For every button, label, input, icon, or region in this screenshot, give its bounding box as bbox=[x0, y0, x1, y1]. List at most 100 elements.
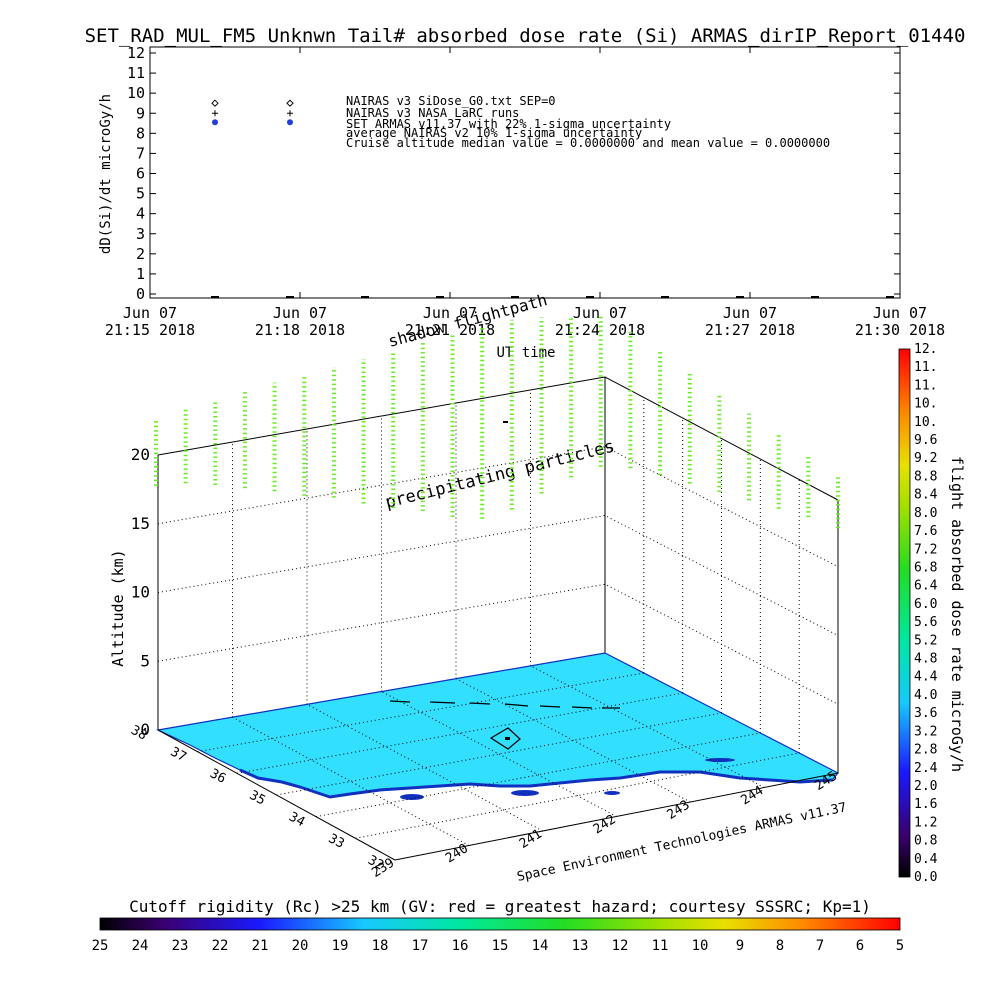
floor-grid-line bbox=[355, 752, 800, 839]
dose-colorbar-tick-label: 7.6 bbox=[914, 524, 937, 539]
dose-colorbar-tick-label: 12. bbox=[914, 342, 937, 357]
dose-y-axis-label: dD(Si)/dt microGy/h bbox=[98, 94, 114, 254]
dose-colorbar: 0.0 0.4 0.8 1.2 1.6 2.0 2.4 2.8 3.2 3.6 4.0 4.4 4.8 5… bbox=[898, 342, 966, 885]
chart-title: SET_RAD_MUL_FM5 Unknwn Tail# absorbed do… bbox=[85, 25, 966, 47]
dose-colorbar-tick-label: 4.8 bbox=[914, 652, 937, 667]
nairas-sidose-point bbox=[286, 99, 294, 107]
cutoff-rigidity-tick-label: 14 bbox=[532, 938, 549, 954]
latitude-tick-label: 32 bbox=[365, 853, 386, 874]
cutoff-rigidity-tick-label: 23 bbox=[172, 938, 189, 954]
wall-grid-line bbox=[157, 446, 839, 568]
dose-traces bbox=[154, 315, 840, 529]
dose-y-tick-label: 8 bbox=[136, 124, 145, 142]
time-x-tick-day: Jun 07 bbox=[123, 304, 177, 322]
dose-colorbar-tick-label: 0.0 bbox=[914, 870, 937, 885]
floor-grid-line bbox=[381, 691, 617, 817]
coast-islands bbox=[400, 758, 735, 800]
dose-colorbar-tick-label: 6.8 bbox=[914, 560, 937, 575]
dose-y-tick-label: 5 bbox=[136, 185, 145, 203]
cutoff-rigidity-tick-label: 25 bbox=[92, 938, 109, 954]
dose-colorbar-tick-label: 11. bbox=[914, 360, 937, 375]
nairas-larc-point bbox=[212, 110, 218, 117]
cutoff-rigidity-tick-label: 20 bbox=[292, 938, 309, 954]
cutoff-rigidity-colorbar: Cutoff rigidity (Rc) >25 km (GV: red = g… bbox=[92, 897, 905, 954]
cutoff-rigidity-tick-label: 24 bbox=[132, 938, 149, 954]
altitude-tick-label: 10 bbox=[131, 583, 150, 602]
wall-grid-line bbox=[157, 514, 839, 636]
altitude-tick-label: 20 bbox=[131, 445, 150, 464]
dose-colorbar-tick-label: 4.0 bbox=[914, 688, 937, 703]
latitude-ticks: 38 37 36 35 34 33 32 bbox=[128, 723, 386, 874]
latitude-tick-label: 38 bbox=[128, 723, 149, 744]
dose-colorbar-tick-label: 2.8 bbox=[914, 743, 937, 758]
cutoff-rigidity-tick-label: 19 bbox=[332, 938, 349, 954]
nairas-sidose-point bbox=[211, 99, 219, 107]
coastline bbox=[239, 768, 833, 799]
floor-grid-line bbox=[315, 732, 761, 818]
dose-y-tick-label: 4 bbox=[136, 205, 145, 223]
dose-y-tick-label: 1 bbox=[136, 265, 145, 283]
dose-y-tick-label: 12 bbox=[127, 44, 145, 62]
time-x-tick-day: Jun 07 bbox=[873, 304, 927, 322]
legend-entry-nairas-v2: average NAIRAS v2 10% 1-sigma uncertaint… bbox=[346, 126, 642, 140]
dose-colorbar-tick-label: 8.4 bbox=[914, 488, 938, 503]
3d-wall-grid bbox=[157, 390, 839, 753]
dose-colorbar-tick-label: 9.6 bbox=[914, 433, 937, 448]
dose-colorbar-tick-label: 2.0 bbox=[914, 779, 937, 794]
dose-colorbar-tick-label: 11. bbox=[914, 378, 937, 393]
cutoff-rigidity-tick-label: 13 bbox=[572, 938, 589, 954]
dose-colorbar-tick-label: 3.2 bbox=[914, 724, 937, 739]
cutoff-rigidity-tick-label: 7 bbox=[816, 938, 824, 954]
floor-grid-line bbox=[232, 716, 470, 846]
dose-y-tick-label: 2 bbox=[136, 245, 145, 263]
dose-colorbar-tick-label: 1.2 bbox=[914, 815, 937, 830]
precipitating-particles-label: precipitating particles bbox=[383, 436, 616, 512]
time-x-tick-time: 21:30 2018 bbox=[855, 321, 945, 339]
legend-entry-cruise-altitude: Cruise altitude median value = 0.0000000… bbox=[346, 136, 830, 150]
armas-point bbox=[212, 119, 218, 126]
latitude-tick-label: 33 bbox=[326, 831, 347, 852]
legend-entry-nairas-sidose: NAIRAS v3 SiDose_G0.txt SEP=0 bbox=[346, 94, 556, 108]
dose-legend: NAIRAS v3 SiDose_G0.txt SEP=0 NAIRAS v3 … bbox=[346, 94, 830, 150]
latitude-tick-label: 37 bbox=[168, 745, 189, 766]
cutoff-rigidity-label: Cutoff rigidity (Rc) >25 km (GV: red = g… bbox=[129, 897, 871, 916]
cutoff-rigidity-tick-label: 11 bbox=[652, 938, 669, 954]
latitude-tick-label: 35 bbox=[247, 788, 268, 809]
latitude-tick-label: 34 bbox=[286, 810, 307, 831]
floor-grid-line bbox=[306, 703, 543, 832]
dose-colorbar-tick-label: 5.6 bbox=[914, 615, 937, 630]
cutoff-rigidity-tick-label: 22 bbox=[212, 938, 229, 954]
time-x-tick-day: Jun 07 bbox=[723, 304, 777, 322]
dose-colorbar-label: flight absorbed dose rate microGy/h bbox=[948, 456, 966, 772]
dose-y-tick-label: 6 bbox=[136, 165, 145, 183]
dose-colorbar-tick-label: 9.2 bbox=[914, 451, 937, 466]
cutoff-rigidity-tick-label: 16 bbox=[452, 938, 469, 954]
shadow-flightpath-line bbox=[389, 700, 620, 709]
cutoff-rigidity-tick-label: 6 bbox=[856, 938, 864, 954]
dose-data-points bbox=[211, 99, 894, 298]
dose-colorbar-ticks: 0.0 0.4 0.8 1.2 1.6 2.0 2.4 2.8 3.2 3.6 4.0 4.4 4.8 5… bbox=[914, 342, 938, 885]
altitude-tick-label: 5 bbox=[140, 651, 150, 670]
map-surface bbox=[156, 652, 839, 798]
floor-grid-line bbox=[455, 678, 691, 803]
longitude-tick-label: 241 bbox=[517, 827, 545, 852]
dose-colorbar-tick-label: 2.4 bbox=[914, 761, 938, 776]
cutoff-rigidity-tick-label: 10 bbox=[692, 938, 709, 954]
longitude-tick-label: 244 bbox=[738, 783, 766, 808]
cutoff-rigidity-ticks: 25 24 23 22 21 20 19 18 17 16 15 14 13 12 11 10 9 8 7 6 5 bbox=[92, 938, 905, 954]
dose-colorbar-tick-label: 4.4 bbox=[914, 670, 938, 685]
dose-colorbar-tick-label: 10. bbox=[914, 397, 937, 412]
3d-floor-grid bbox=[197, 665, 800, 846]
cutoff-rigidity-tick-label: 17 bbox=[412, 938, 429, 954]
dose-colorbar-tick-label: 0.4 bbox=[914, 852, 938, 867]
longitude-tick-label: 242 bbox=[591, 812, 619, 837]
cutoff-rigidity-tick-label: 18 bbox=[372, 938, 389, 954]
time-x-tick-time: 21:27 2018 bbox=[705, 321, 795, 339]
dose-y-tick-label: 10 bbox=[127, 84, 145, 102]
time-x-tick-time: 21:21 2018 bbox=[405, 321, 495, 339]
